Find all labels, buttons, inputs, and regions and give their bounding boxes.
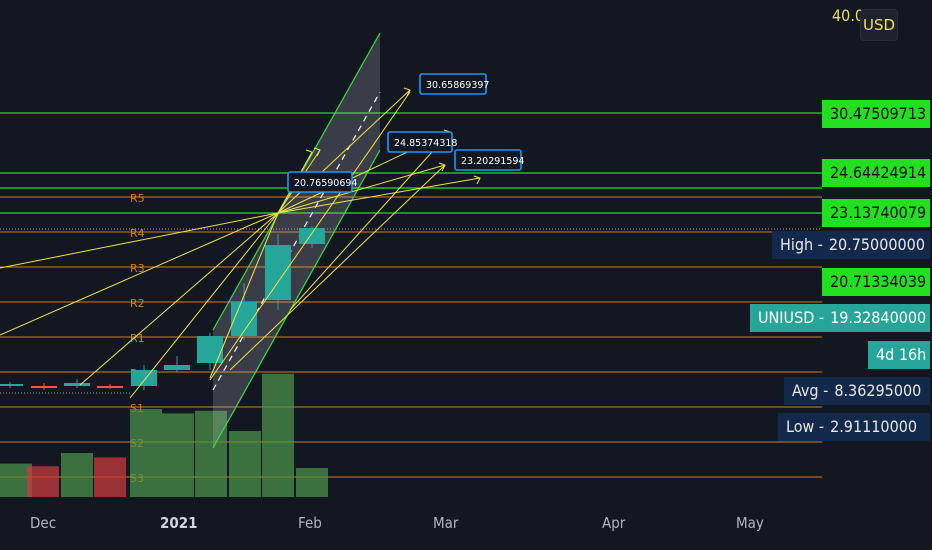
target-callout (287, 171, 353, 193)
volume-bar (27, 466, 59, 497)
axis-tag-value: 2.91110000 (830, 417, 918, 436)
volume-bar (94, 457, 126, 497)
projection-line (229, 164, 446, 371)
axis-tag-value: 4d 16h (876, 345, 927, 364)
axis-tag-price: 24.64424914 (822, 159, 930, 187)
candle-body (164, 365, 190, 370)
fan-line (0, 212, 279, 336)
axis-tag-value: 19.32840000 (830, 308, 927, 327)
candle-body (265, 245, 291, 300)
time-axis-label: Apr (602, 514, 626, 532)
axis-tag-low: Low - 2.91110000 (778, 413, 930, 441)
candle-body (31, 386, 57, 388)
fan-line (79, 212, 279, 386)
target-callout (454, 149, 522, 171)
pivot-label-r3: R3 (130, 262, 145, 275)
axis-tag-price: 20.71334039 (822, 268, 930, 296)
time-axis-label: 2021 (160, 514, 198, 532)
time-axis-label: May (736, 514, 764, 532)
projection-line (209, 91, 411, 381)
axis-tag-value: 20.75000000 (828, 235, 925, 254)
arrow-head (313, 147, 321, 157)
axis-tag-label: Low - (786, 417, 825, 436)
pivot-label-r4: R4 (130, 227, 145, 240)
currency-button[interactable]: USD (860, 9, 898, 41)
volume-bar (162, 413, 194, 497)
volume-bar (296, 467, 328, 497)
target-label: 24.85374318 (394, 138, 457, 149)
axis-tag-value: 20.71334039 (830, 272, 927, 291)
time-axis-label: Feb (298, 514, 322, 532)
channel-mid (212, 91, 381, 391)
projection-line (277, 164, 446, 214)
axis-tag-price: 30.47509713 (822, 100, 930, 128)
fan-line (129, 212, 279, 399)
axis-tag-avg: Avg - 8.36295000 (784, 377, 930, 405)
pivot-label-r5: R5 (130, 192, 145, 205)
axis-tag-label: UNIUSD - (758, 308, 825, 327)
channel-fill (213, 33, 380, 448)
candle-body (197, 336, 223, 363)
target-label: 20.76590694 (294, 178, 357, 189)
target-label: 23.20291594 (461, 156, 524, 167)
axis-tag-uniusd: UNIUSD - 19.32840000 (750, 304, 930, 332)
axis-tag-label: High - (780, 235, 823, 254)
candle-body (97, 386, 123, 388)
arrow-head (403, 87, 411, 97)
volume-bar (0, 463, 32, 497)
candle-body (64, 383, 90, 386)
fan-line (0, 212, 279, 269)
volume-bar (229, 431, 261, 497)
axis-tag-value: 23.13740079 (830, 203, 927, 222)
time-axis-label: Mar (433, 514, 459, 532)
volume-bar (130, 409, 162, 497)
axis-tag-value: 24.64424914 (830, 163, 927, 182)
pivot-label-r2: R2 (130, 297, 145, 310)
axis-tag-value: 8.36295000 (834, 381, 922, 400)
target-callout (419, 73, 487, 95)
fan-line (209, 212, 279, 379)
candle-body (131, 370, 157, 386)
volume-bar (262, 373, 294, 497)
arrow-head (305, 149, 313, 159)
time-axis-label: Dec (30, 514, 57, 532)
pivot-label-r1: R1 (130, 332, 145, 345)
volume-bar (61, 453, 93, 497)
axis-tag-value: 30.47509713 (830, 104, 927, 123)
axis-tag-price: 23.13740079 (822, 199, 930, 227)
volume-bar (195, 410, 227, 497)
axis-tag-label: Avg - (792, 381, 829, 400)
axis-tag-price: 4d 16h (868, 341, 930, 369)
arrow-head (473, 175, 481, 185)
target-label: 30.65869397 (426, 80, 489, 91)
axis-tag-high: High - 20.75000000 (772, 231, 930, 259)
projection-line (277, 177, 481, 214)
target-callout (387, 131, 453, 153)
candle-body (299, 228, 325, 244)
candle-body (0, 384, 23, 386)
projection-line (289, 131, 451, 311)
